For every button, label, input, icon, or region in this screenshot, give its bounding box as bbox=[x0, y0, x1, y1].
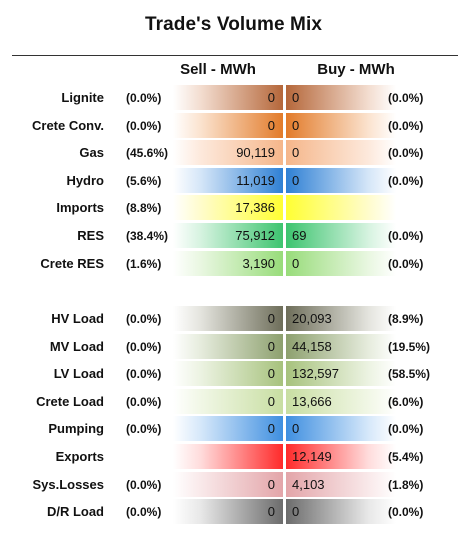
sell-value-cell: 0 bbox=[173, 416, 283, 442]
buy-share-label: (1.8%) bbox=[388, 477, 424, 492]
buy-share-label: (8.9%) bbox=[388, 312, 424, 326]
buy-value-cell: 0 bbox=[286, 499, 396, 525]
sell-share-label: (0.0%) bbox=[126, 477, 162, 492]
sell-value-cell: 0 bbox=[173, 112, 283, 138]
sell-share-label: (38.4%) bbox=[126, 229, 169, 243]
row-label: Sys.Losses bbox=[32, 476, 104, 492]
table-row: Gas (45.6%) 90,119 0 (0.0%) bbox=[0, 139, 467, 167]
buy-share-label: (58.5%) bbox=[388, 367, 431, 382]
row-label: Crete Load bbox=[36, 393, 104, 409]
table-row: Hydro (5.6%) 11,019 0 (0.0%) bbox=[0, 167, 467, 195]
buy-column-header: Buy - MWh bbox=[317, 61, 395, 78]
table-row: Crete Conv. (0.0%) 0 0 (0.0%) bbox=[0, 112, 467, 140]
table-row: Imports (8.8%) 17,386 bbox=[0, 194, 467, 222]
sell-share-label: (0.0%) bbox=[126, 339, 162, 354]
buy-share-label: (5.4%) bbox=[388, 450, 424, 464]
buy-value-cell: 0 bbox=[286, 416, 396, 442]
sell-column-header: Sell - MWh bbox=[180, 61, 256, 78]
sell-value-cell: 0 bbox=[173, 471, 283, 497]
sell-share-label: (1.6%) bbox=[126, 256, 162, 271]
buy-value-cell: 13,666 bbox=[286, 388, 396, 414]
buy-share-label: (0.0%) bbox=[388, 229, 424, 243]
column-divider bbox=[284, 84, 285, 529]
buy-share-label: (19.5%) bbox=[388, 339, 431, 354]
sell-value-cell: 0 bbox=[173, 85, 283, 110]
table-row: Crete RES (1.6%) 3,190 0 (0.0%) bbox=[0, 250, 467, 278]
buy-value-cell bbox=[286, 195, 396, 221]
row-label: Hydro bbox=[66, 172, 104, 188]
sell-value-cell bbox=[173, 444, 283, 469]
sell-value-cell: 0 bbox=[173, 333, 283, 359]
table-row: Sys.Losses (0.0%) 0 4,103 (1.8%) bbox=[0, 471, 467, 499]
sell-value-cell: 0 bbox=[173, 388, 283, 414]
sell-share-label: (0.0%) bbox=[126, 422, 162, 437]
sell-value-cell: 0 bbox=[173, 499, 283, 525]
buy-share-label: (0.0%) bbox=[388, 422, 424, 437]
buy-value-cell: 20,093 bbox=[286, 306, 396, 331]
buy-share-label: (0.0%) bbox=[388, 505, 424, 520]
sell-value-cell: 17,386 bbox=[173, 195, 283, 221]
buy-value-cell: 0 bbox=[286, 85, 396, 110]
buy-value-cell: 0 bbox=[286, 140, 396, 166]
buy-share-label: (0.0%) bbox=[388, 146, 424, 161]
buy-share-label: (0.0%) bbox=[388, 173, 424, 188]
sell-share-label: (0.0%) bbox=[126, 367, 162, 382]
buy-value-cell: 0 bbox=[286, 167, 396, 193]
chart-title: Trade's Volume Mix bbox=[144, 14, 323, 35]
table-row: MV Load (0.0%) 0 44,158 (19.5%) bbox=[0, 333, 467, 361]
row-label: MV Load bbox=[49, 338, 104, 354]
table-row: LV Load (0.0%) 0 132,597 (58.5%) bbox=[0, 360, 467, 388]
table-row: Pumping (0.0%) 0 0 (0.0%) bbox=[0, 415, 467, 443]
table-row: Lignite (0.0%) 0 0 (0.0%) bbox=[0, 84, 467, 112]
buy-share-label bbox=[388, 194, 438, 222]
table-row: D/R Load (0.0%) 0 0 (0.0%) bbox=[0, 498, 467, 526]
table-row: Crete Load (0.0%) 0 13,666 (6.0%) bbox=[0, 388, 467, 416]
buy-value-cell: 0 bbox=[286, 250, 396, 276]
row-label: Exports bbox=[55, 449, 104, 464]
buy-share-label: (0.0%) bbox=[388, 118, 424, 133]
sell-value-cell: 90,119 bbox=[173, 140, 283, 166]
buy-value-cell: 12,149 bbox=[286, 444, 396, 469]
sell-value-cell: 75,912 bbox=[173, 223, 283, 248]
buy-share-label: (0.0%) bbox=[388, 91, 424, 105]
row-label: Imports bbox=[56, 200, 104, 216]
buy-share-label: (0.0%) bbox=[388, 256, 424, 271]
sell-share-label: (5.6%) bbox=[126, 173, 162, 188]
buy-share-label: (6.0%) bbox=[388, 394, 424, 409]
row-label: LV Load bbox=[53, 366, 104, 382]
buy-value-cell: 44,158 bbox=[286, 333, 396, 359]
sell-share-label: (0.0%) bbox=[126, 312, 162, 326]
sell-value-cell: 0 bbox=[173, 361, 283, 387]
sell-share-label: (8.8%) bbox=[126, 201, 162, 216]
row-label: Crete Conv. bbox=[32, 117, 104, 133]
buy-value-cell: 69 bbox=[286, 223, 396, 248]
row-label: Pumping bbox=[48, 421, 104, 437]
table-row: RES (38.4%) 75,912 69 (0.0%) bbox=[0, 222, 467, 250]
table-row: HV Load (0.0%) 0 20,093 (8.9%) bbox=[0, 305, 467, 333]
row-label: Lignite bbox=[61, 90, 104, 105]
sell-share-label: (0.0%) bbox=[126, 91, 162, 105]
buy-value-cell: 0 bbox=[286, 112, 396, 138]
sell-share-label bbox=[126, 443, 170, 471]
buy-value-cell: 132,597 bbox=[286, 361, 396, 387]
table-row: Exports 12,149 (5.4%) bbox=[0, 443, 467, 471]
title-rule bbox=[12, 55, 458, 56]
row-label: HV Load bbox=[51, 311, 104, 326]
sell-share-label: (0.0%) bbox=[126, 118, 162, 133]
row-label: Crete RES bbox=[40, 255, 104, 271]
row-label: Gas bbox=[79, 145, 104, 161]
sell-value-cell: 3,190 bbox=[173, 250, 283, 276]
row-label: RES bbox=[77, 228, 104, 243]
row-label: D/R Load bbox=[46, 504, 104, 520]
sell-share-label: (0.0%) bbox=[126, 505, 162, 520]
sell-share-label: (45.6%) bbox=[126, 146, 169, 161]
sell-value-cell: 11,019 bbox=[173, 167, 283, 193]
sell-value-cell: 0 bbox=[173, 306, 283, 331]
sell-share-label: (0.0%) bbox=[126, 394, 162, 409]
buy-value-cell: 4,103 bbox=[286, 471, 396, 497]
